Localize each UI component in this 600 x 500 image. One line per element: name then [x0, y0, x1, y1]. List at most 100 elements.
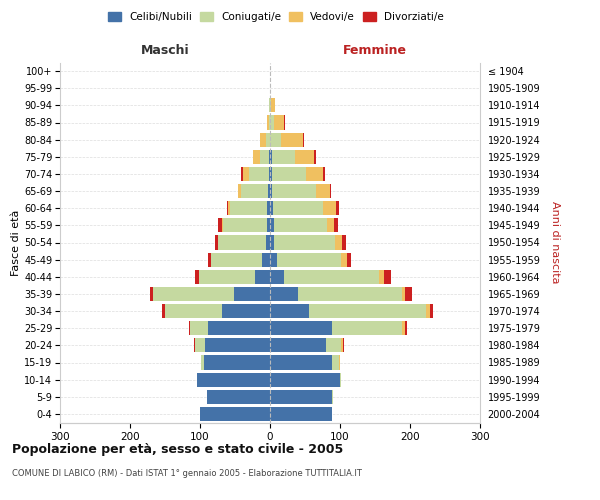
Bar: [269, 116, 270, 130]
Bar: [270, 184, 272, 198]
Bar: [342, 236, 346, 250]
Bar: [401, 321, 405, 335]
Bar: [271, 98, 275, 112]
Text: Popolazione per età, sesso e stato civile - 2005: Popolazione per età, sesso e stato civil…: [12, 442, 343, 456]
Bar: [165, 304, 223, 318]
Bar: [323, 201, 336, 215]
Bar: [238, 184, 241, 198]
Bar: [405, 287, 412, 301]
Text: Maschi: Maschi: [140, 44, 190, 58]
Bar: [273, 201, 323, 215]
Bar: [270, 98, 271, 112]
Bar: [270, 201, 273, 215]
Bar: [199, 270, 254, 284]
Bar: [194, 338, 195, 352]
Bar: [270, 407, 332, 421]
Bar: [401, 287, 405, 301]
Bar: [269, 150, 270, 164]
Bar: [332, 321, 401, 335]
Bar: [227, 201, 228, 215]
Bar: [270, 356, 332, 370]
Bar: [332, 390, 333, 404]
Bar: [262, 252, 270, 266]
Bar: [266, 218, 270, 232]
Bar: [341, 338, 343, 352]
Bar: [254, 270, 270, 284]
Bar: [316, 184, 329, 198]
Bar: [295, 150, 314, 164]
Bar: [203, 356, 270, 370]
Bar: [430, 304, 433, 318]
Bar: [274, 218, 326, 232]
Bar: [274, 236, 335, 250]
Bar: [343, 338, 344, 352]
Bar: [341, 252, 347, 266]
Bar: [336, 201, 340, 215]
Bar: [281, 132, 303, 146]
Bar: [329, 184, 331, 198]
Bar: [298, 287, 401, 301]
Bar: [270, 287, 298, 301]
Bar: [190, 321, 208, 335]
Bar: [270, 167, 272, 181]
Bar: [266, 201, 270, 215]
Bar: [335, 236, 342, 250]
Bar: [326, 218, 334, 232]
Bar: [266, 236, 270, 250]
Bar: [218, 218, 222, 232]
Bar: [338, 356, 340, 370]
Bar: [211, 252, 262, 266]
Bar: [326, 338, 341, 352]
Bar: [223, 304, 270, 318]
Bar: [228, 201, 230, 215]
Bar: [306, 167, 323, 181]
Bar: [218, 236, 266, 250]
Bar: [270, 150, 272, 164]
Bar: [266, 132, 270, 146]
Bar: [153, 287, 233, 301]
Bar: [274, 116, 284, 130]
Y-axis label: Fasce di età: Fasce di età: [11, 210, 21, 276]
Bar: [253, 150, 260, 164]
Bar: [268, 184, 270, 198]
Bar: [267, 116, 269, 130]
Bar: [308, 304, 426, 318]
Bar: [197, 372, 270, 386]
Bar: [230, 201, 266, 215]
Bar: [208, 321, 270, 335]
Bar: [270, 252, 277, 266]
Bar: [200, 407, 270, 421]
Bar: [284, 270, 379, 284]
Bar: [332, 356, 338, 370]
Bar: [323, 167, 325, 181]
Bar: [207, 390, 270, 404]
Bar: [334, 218, 338, 232]
Bar: [270, 321, 332, 335]
Bar: [260, 150, 269, 164]
Bar: [270, 236, 274, 250]
Bar: [269, 167, 270, 181]
Legend: Celibi/Nubili, Coniugati/e, Vedovi/e, Divorziati/e: Celibi/Nubili, Coniugati/e, Vedovi/e, Di…: [104, 8, 448, 26]
Bar: [405, 321, 407, 335]
Bar: [249, 167, 269, 181]
Bar: [195, 270, 199, 284]
Bar: [270, 116, 274, 130]
Bar: [277, 252, 341, 266]
Bar: [241, 167, 244, 181]
Bar: [149, 287, 153, 301]
Bar: [195, 338, 205, 352]
Bar: [215, 236, 218, 250]
Bar: [241, 184, 268, 198]
Bar: [205, 338, 270, 352]
Bar: [270, 390, 332, 404]
Bar: [270, 304, 308, 318]
Text: COMUNE DI LABICO (RM) - Dati ISTAT 1° gennaio 2005 - Elaborazione TUTTITALIA.IT: COMUNE DI LABICO (RM) - Dati ISTAT 1° ge…: [12, 469, 362, 478]
Bar: [384, 270, 391, 284]
Bar: [223, 218, 266, 232]
Bar: [379, 270, 384, 284]
Bar: [202, 356, 203, 370]
Bar: [270, 338, 326, 352]
Bar: [314, 150, 316, 164]
Bar: [272, 150, 295, 164]
Bar: [272, 184, 316, 198]
